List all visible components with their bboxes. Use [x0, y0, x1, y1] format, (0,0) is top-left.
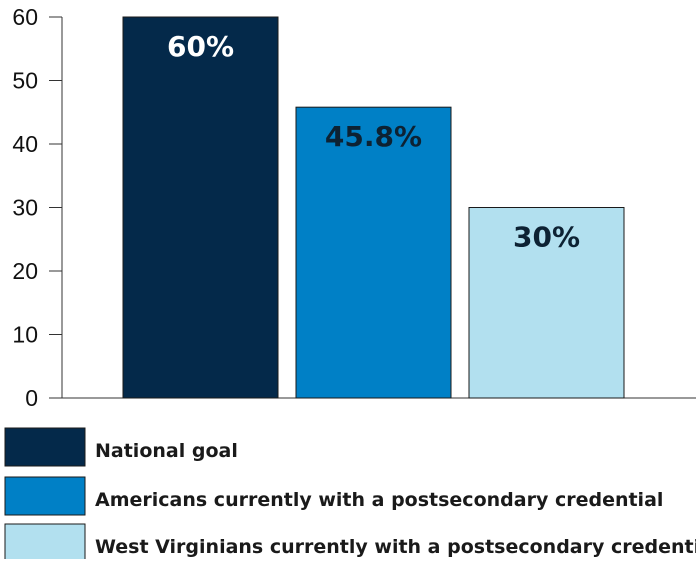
y-tick-label-60: 60: [12, 4, 38, 30]
bar-3: [468, 207, 625, 399]
legend-swatch-2: [4, 476, 86, 516]
bar-2: [295, 106, 452, 399]
bar-value-label-1: 60%: [167, 30, 234, 63]
bar-value-label-2: 45.8%: [325, 120, 422, 153]
legend-label-3: West Virginians currently with a postsec…: [95, 536, 696, 558]
y-tick-label-20: 20: [12, 258, 38, 284]
data-labels-group: 60% 45.8% 30%: [167, 30, 580, 254]
legend-label-1: National goal: [95, 440, 238, 462]
legend-swatch-1: [4, 427, 86, 467]
y-tick-label-10: 10: [12, 322, 38, 348]
y-tick-label-0: 0: [25, 385, 38, 411]
legend: National goal Americans currently with a …: [4, 427, 696, 563]
legend-label-2: Americans currently with a postsecondary…: [95, 489, 663, 511]
y-tick-label-30: 30: [12, 195, 38, 221]
legend-swatch-3: [4, 523, 86, 563]
y-tick-label-40: 40: [12, 131, 38, 157]
bars-group: [122, 16, 625, 399]
y-tick-label-50: 50: [12, 68, 38, 94]
bar-1: [122, 16, 279, 399]
bar-value-label-3: 30%: [513, 221, 580, 254]
